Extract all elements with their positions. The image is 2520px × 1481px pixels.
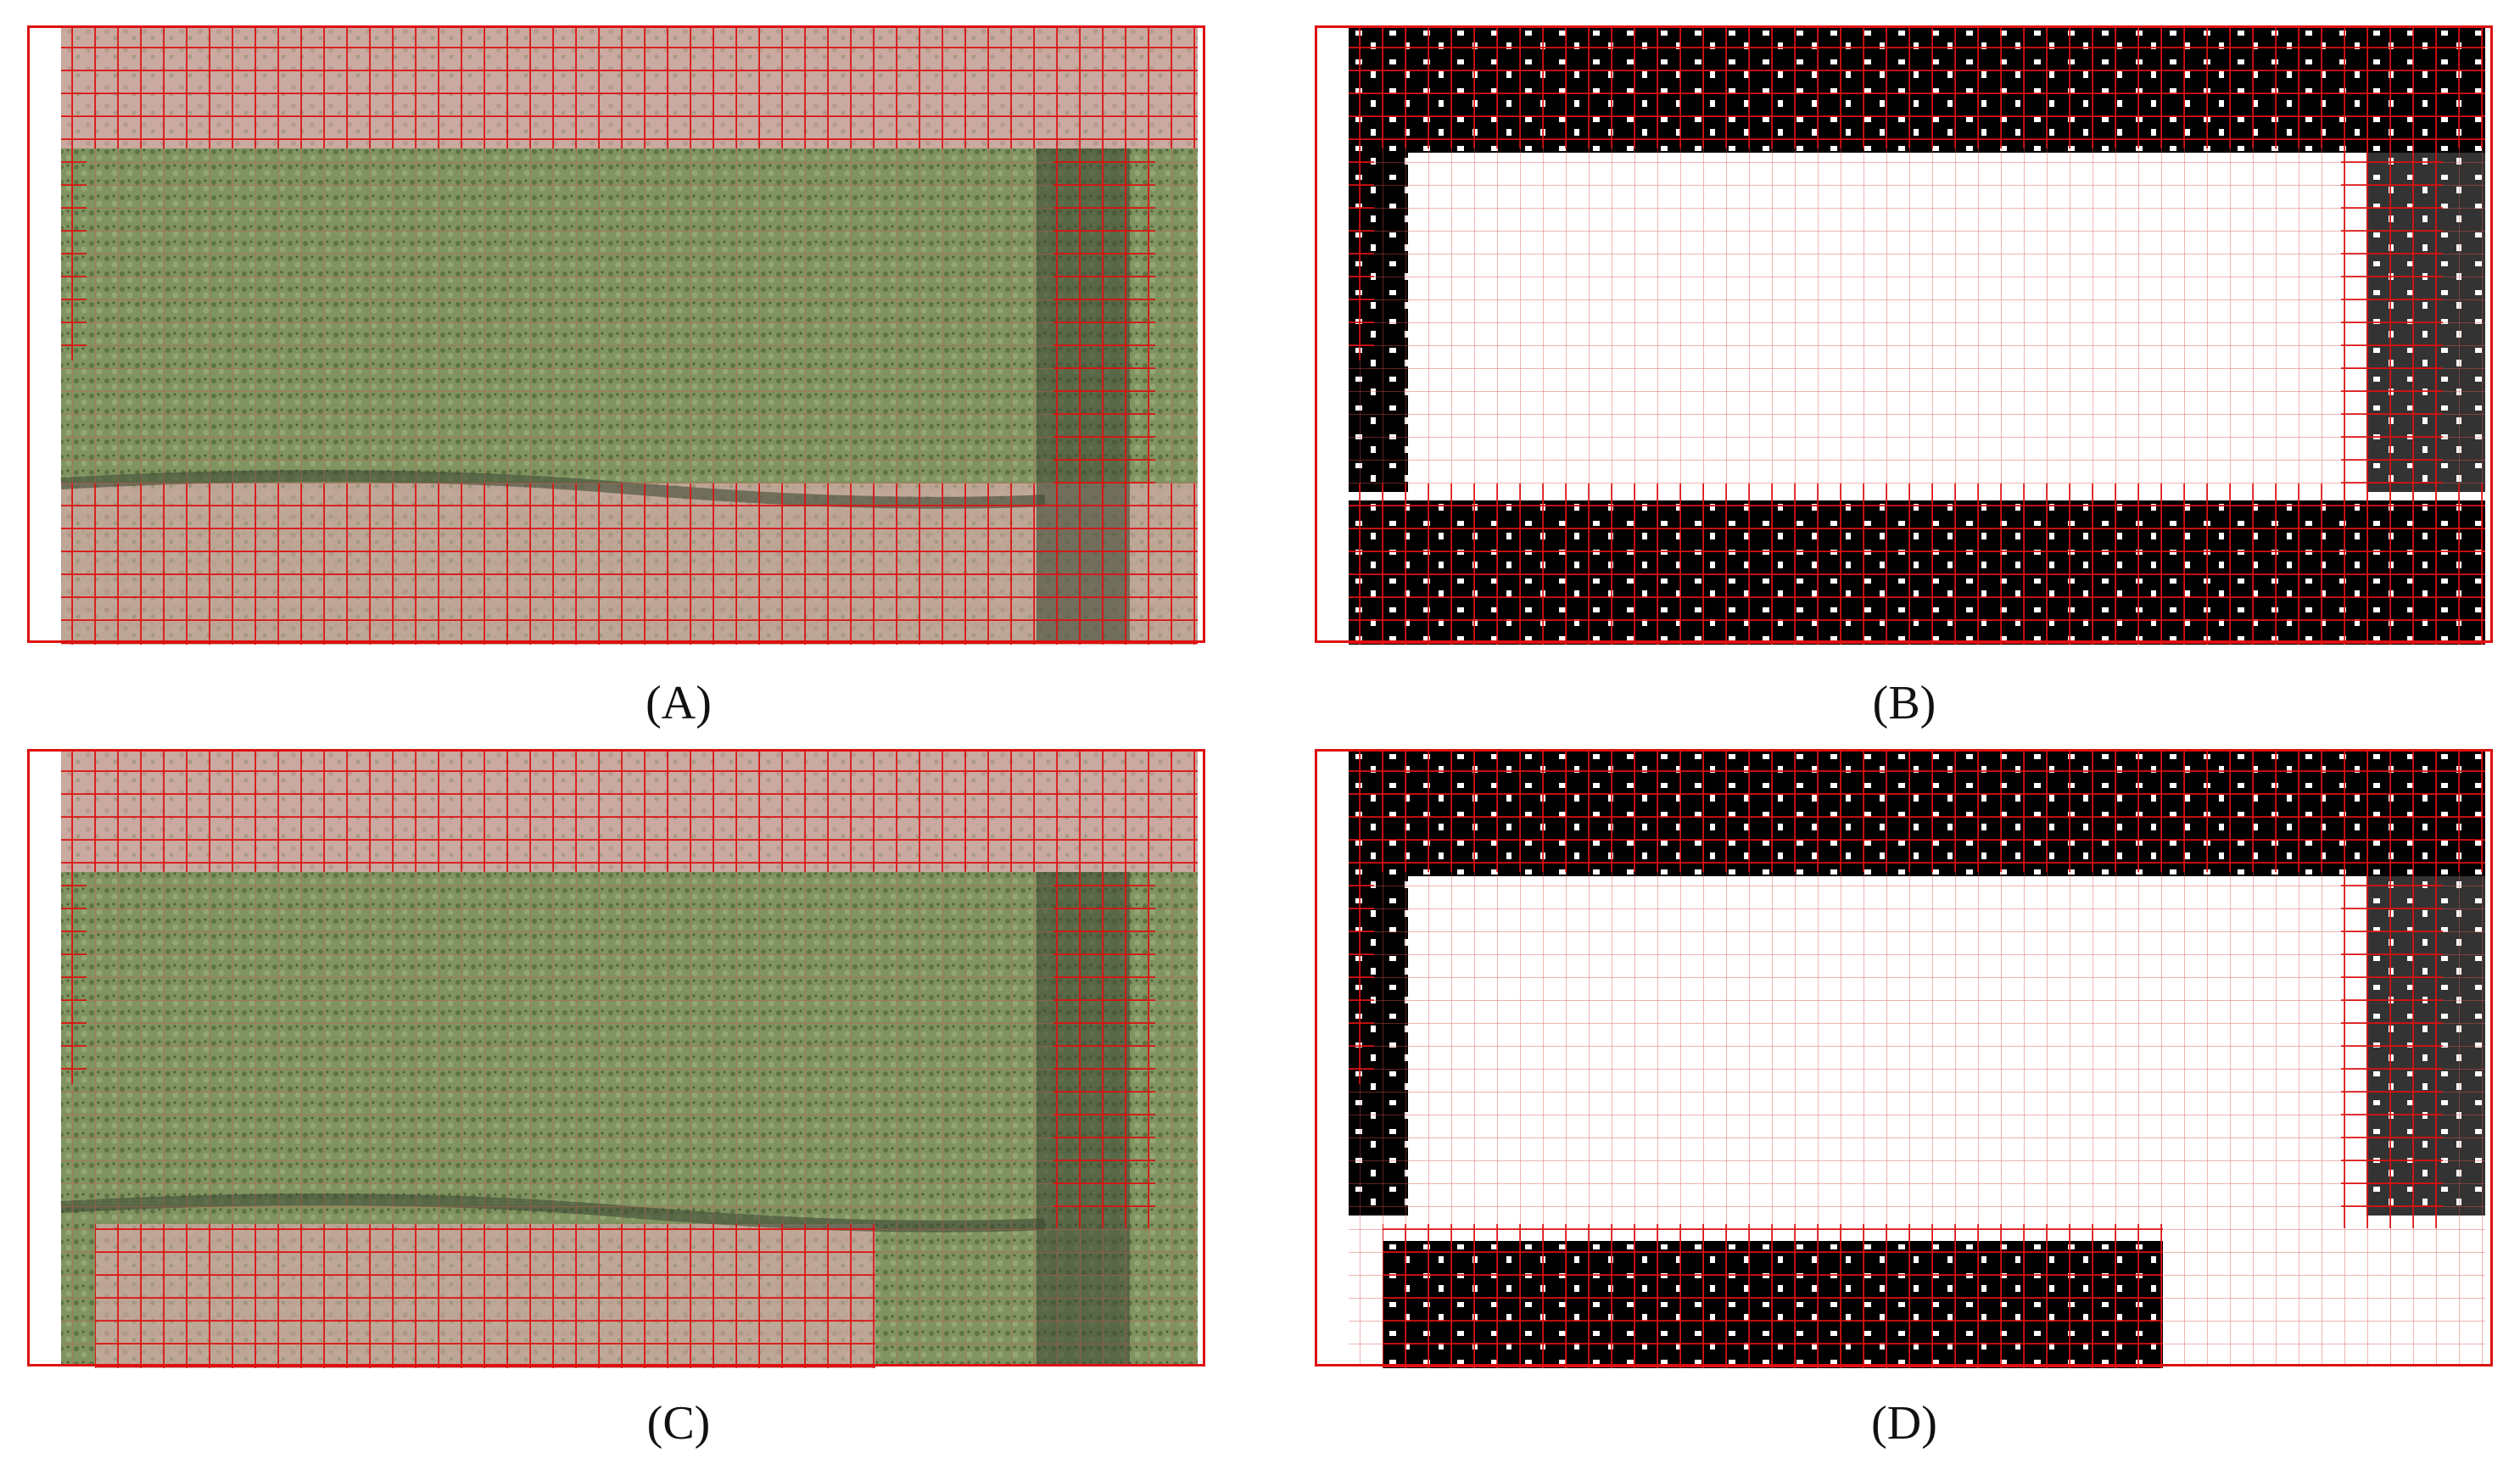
panel-image (1315, 749, 2493, 1368)
frame (27, 749, 1205, 1366)
grid-thick (1349, 749, 2485, 872)
grid-thick (2341, 872, 2443, 1228)
grid-thick (95, 1224, 875, 1368)
frame (27, 25, 1205, 643)
frame (1315, 749, 2493, 1366)
frame (1315, 25, 2493, 643)
panel-label: (C) (647, 1397, 711, 1450)
grid-thick (1383, 1224, 2163, 1368)
panel-label: (B) (1873, 677, 1936, 729)
grid-thick (61, 483, 1198, 645)
panel-image (1315, 25, 2493, 645)
grid-thick (61, 749, 1198, 872)
grid-thick (1349, 483, 2485, 645)
grid-thick (1349, 148, 1374, 360)
grid-thick (2341, 148, 2443, 505)
grid-thick (1053, 872, 1155, 1228)
panel-image (27, 749, 1205, 1368)
panel-image (27, 25, 1205, 645)
panel-label: (A) (645, 677, 712, 729)
grid-thick (1349, 25, 2485, 148)
grid-thick (1053, 148, 1155, 505)
grid-thick (61, 872, 87, 1084)
grid-thick (61, 25, 1198, 148)
grid-thick (1349, 872, 1374, 1084)
panel-label: (D) (1871, 1397, 1937, 1450)
grid-thick (61, 148, 87, 360)
